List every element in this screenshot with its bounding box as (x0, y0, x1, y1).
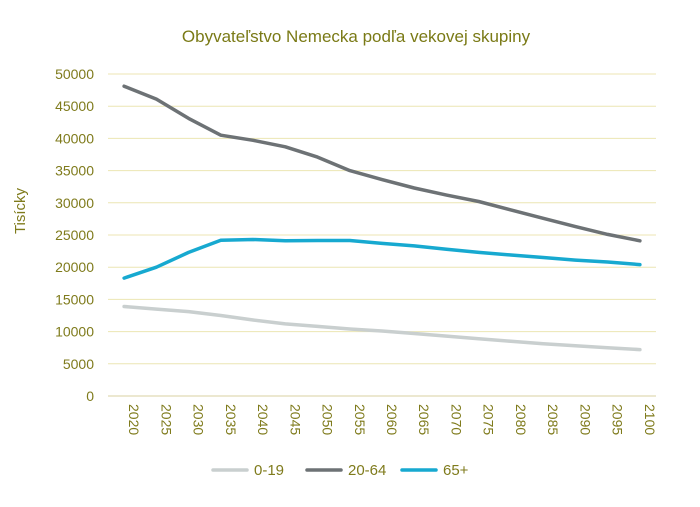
y-tick-label: 25000 (55, 227, 94, 243)
series-lines (122, 84, 642, 352)
x-tick-label: 2030 (191, 404, 207, 435)
x-tick-label: 2040 (255, 404, 271, 435)
series-line-65+ (122, 237, 642, 280)
legend-label-65+: 65+ (443, 462, 469, 479)
legend: 0-19 20-64 65+ (211, 462, 469, 479)
x-tick-label: 2095 (610, 404, 626, 435)
x-tick-label: 2060 (384, 404, 400, 435)
x-tick-label: 2050 (320, 404, 336, 435)
y-tick-label: 40000 (55, 130, 94, 146)
x-tick-label: 2045 (287, 404, 303, 435)
x-tick-label: 2035 (223, 404, 239, 435)
x-tick-label: 2080 (513, 404, 529, 435)
y-tick-label: 35000 (55, 163, 94, 179)
x-tick-label: 2090 (577, 404, 593, 435)
y-tick-label: 20000 (55, 259, 94, 275)
y-tick-label: 50000 (55, 66, 94, 82)
y-tick-label: 45000 (55, 98, 94, 114)
y-tick-label: 15000 (55, 291, 94, 307)
legend-label-0-19: 0-19 (254, 462, 284, 479)
series-line-0-19 (122, 304, 642, 352)
x-tick-label: 2055 (352, 404, 368, 435)
series-line-20-64 (122, 84, 642, 243)
x-tick-label: 2025 (158, 404, 174, 435)
chart-title: Obyvateľstvo Nemecka podľa vekovej skupi… (182, 27, 531, 46)
gridlines (108, 73, 656, 397)
x-tick-label: 2100 (642, 404, 658, 435)
y-tick-label: 0 (86, 388, 94, 404)
y-tick-label: 5000 (63, 356, 94, 372)
x-tick-label: 2065 (416, 404, 432, 435)
y-tick-label: 30000 (55, 195, 94, 211)
x-tick-label: 2075 (481, 404, 497, 435)
x-tick-label: 2070 (448, 404, 464, 435)
x-tick-label: 2085 (545, 404, 561, 435)
y-tick-label: 10000 (55, 324, 94, 340)
y-axis-label: Tisícky (12, 187, 29, 234)
x-tick-label: 2020 (126, 404, 142, 435)
legend-label-20-64: 20-64 (348, 462, 386, 479)
y-tick-labels: 0 5000 10000 15000 20000 25000 30000 35000 40000… (55, 66, 94, 404)
x-tick-labels: 2020 2025 2030 2035 2040 2045 2050 2055 2060 2065… (126, 404, 658, 435)
